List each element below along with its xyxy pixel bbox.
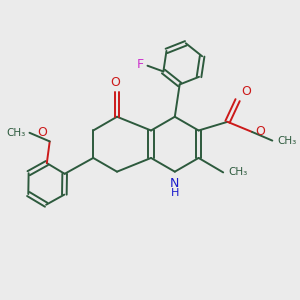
Text: O: O	[37, 125, 47, 139]
Text: O: O	[241, 85, 251, 98]
Text: CH₃: CH₃	[6, 128, 25, 138]
Text: F: F	[137, 58, 144, 71]
Text: CH₃: CH₃	[278, 136, 297, 146]
Text: CH₃: CH₃	[228, 167, 248, 177]
Text: H: H	[171, 188, 179, 198]
Text: O: O	[256, 125, 266, 138]
Text: N: N	[170, 177, 179, 190]
Text: O: O	[110, 76, 120, 89]
